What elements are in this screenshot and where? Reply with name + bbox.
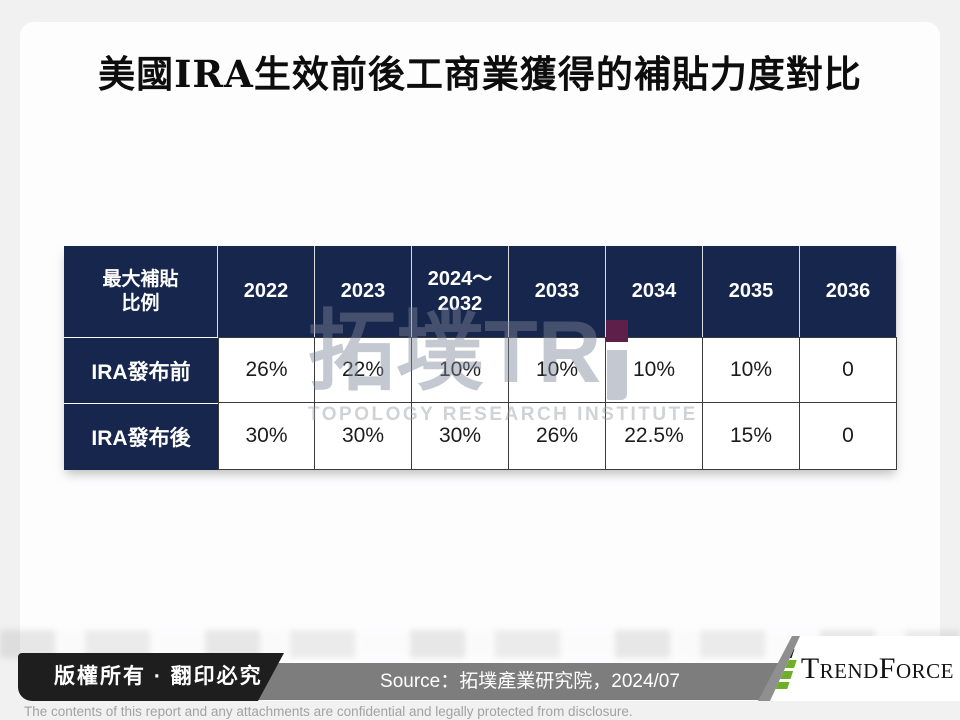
table-cell: 0 [800,337,897,403]
slide-card: 美國IRA生效前後工商業獲得的補貼力度對比 最大補貼 比例 2022 2023 … [20,22,940,701]
table-cell: 0 [800,403,897,470]
table-header-cell: 2036 [800,246,897,337]
table-header-cell: 2023 [315,246,412,337]
table-cell: 22.5% [606,403,703,470]
table-cell: 15% [703,403,800,470]
source-bar: Source：拓墣產業研究院，2024/07 [250,663,810,700]
table-header-cell: 2033 [509,246,606,337]
table-cell: 26% [509,403,606,470]
table-cell: 10% [509,337,606,403]
table-cell: 10% [606,337,703,403]
table-header-cell: 2035 [703,246,800,337]
table-cell: 30% [315,403,412,470]
table-cell: 26% [218,337,315,403]
confidentiality-disclaimer: The contents of this report and any atta… [24,704,633,719]
table-header-cell: 2022 [218,246,315,337]
table-header-cell: 最大補貼 比例 [64,246,218,337]
page-title: 美國IRA生效前後工商業獲得的補貼力度對比 [98,52,862,96]
row-label-after-ira: IRA發布後 [64,403,218,470]
trendforce-logo-text: TrendForce [800,651,954,685]
subsidy-table: 最大補貼 比例 2022 2023 2024～ 2032 2033 2034 2… [64,246,897,470]
table-header-cell: 2024～ 2032 [412,246,509,337]
table-cell: 10% [412,337,509,403]
trendforce-logo: TrendForce [770,636,960,701]
table-cell: 10% [703,337,800,403]
row-label-before-ira: IRA發布前 [64,337,218,403]
table-cell: 30% [218,403,315,470]
copyright-badge: 版權所有 · 翻印必究 [18,653,284,701]
table-header-cell: 2034 [606,246,703,337]
table-cell: 22% [315,337,412,403]
table-cell: 30% [412,403,509,470]
